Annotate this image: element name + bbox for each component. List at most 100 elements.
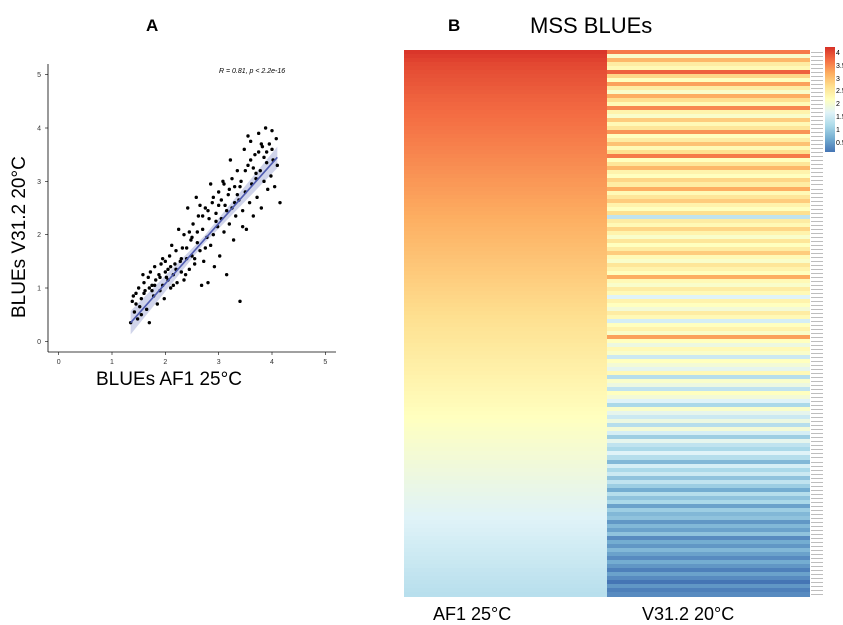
row-label-mark <box>811 56 823 58</box>
heatmap-row <box>404 523 810 529</box>
row-label-mark <box>811 413 823 415</box>
row-label-mark <box>811 365 823 367</box>
heatmap-cell-v31 <box>607 351 810 356</box>
fit-line <box>130 156 278 324</box>
heatmap-row <box>404 218 810 224</box>
data-point <box>148 270 153 274</box>
data-point <box>231 238 236 242</box>
heatmap-row <box>404 54 810 59</box>
heatmap-row <box>404 571 810 577</box>
heatmap-cell-af1 <box>404 391 607 396</box>
heatmap-row <box>404 355 810 360</box>
y-tick-label: 5 <box>37 72 41 79</box>
heatmap-cell-v31 <box>607 371 810 376</box>
legend-tick-label: 2.5 <box>836 88 843 96</box>
heatmap-cell-v31 <box>607 118 810 123</box>
data-point <box>163 270 168 274</box>
legend-tick-label: 3.5 <box>836 62 843 70</box>
data-point <box>175 280 179 285</box>
heatmap-cell-af1 <box>404 130 607 135</box>
heatmap-cell-v31 <box>607 407 810 412</box>
data-point <box>147 320 152 325</box>
heatmap-cell-v31 <box>607 222 810 228</box>
heatmap-row <box>404 202 810 208</box>
heatmap-cell-v31 <box>607 78 810 83</box>
heatmap-row <box>404 331 810 336</box>
row-label-mark <box>811 272 823 274</box>
heatmap-cell-v31 <box>607 579 810 585</box>
heatmap-cell-v31 <box>607 198 810 204</box>
heatmap-cell-v31 <box>607 94 810 99</box>
row-label-mark <box>811 453 823 455</box>
data-point <box>200 227 205 232</box>
heatmap-row <box>404 318 810 324</box>
heatmap-cell-af1 <box>404 82 607 87</box>
data-point <box>159 262 163 266</box>
row-label-mark <box>811 176 823 178</box>
heatmap-row <box>404 431 810 436</box>
heatmap-row <box>404 535 810 541</box>
heatmap-cell-v31 <box>607 310 810 316</box>
data-point <box>176 227 181 232</box>
row-label-mark <box>811 345 823 347</box>
data-point <box>239 179 243 184</box>
heatmap-cell-v31 <box>607 174 810 180</box>
heatmap-cell-v31 <box>607 563 810 569</box>
row-label-mark <box>811 525 823 527</box>
heatmap-cell-af1 <box>404 66 607 71</box>
row-label-mark <box>811 361 823 363</box>
data-point <box>142 280 146 285</box>
heatmap-row <box>404 122 810 127</box>
data-point <box>253 152 257 157</box>
heatmap-cell-v31 <box>607 395 810 400</box>
heatmap-cell-af1 <box>404 487 607 493</box>
data-point <box>242 147 246 152</box>
heatmap-row <box>404 298 810 304</box>
data-point <box>214 219 218 224</box>
heatmap-cell-v31 <box>607 82 810 87</box>
heatmap-row <box>404 90 810 95</box>
heatmap-cell-v31 <box>607 210 810 216</box>
heatmap-row <box>404 507 810 513</box>
heatmap-row <box>404 335 810 340</box>
heatmap-cell-af1 <box>404 363 607 368</box>
heatmap-row <box>404 314 810 320</box>
heatmap-row <box>404 583 810 589</box>
row-label-mark <box>811 573 823 575</box>
data-point <box>263 126 268 130</box>
heatmap-row <box>404 459 810 465</box>
heatmap-cell-v31 <box>607 503 810 509</box>
heatmap-row <box>404 214 810 220</box>
heatmap-cell-v31 <box>607 150 810 155</box>
data-point <box>167 254 172 258</box>
heatmap-cell-af1 <box>404 242 607 248</box>
row-label-mark <box>811 268 823 270</box>
heatmap-cell-v31 <box>607 302 810 308</box>
heatmap-row <box>404 491 810 497</box>
data-point <box>211 195 216 200</box>
data-point <box>198 203 202 208</box>
heatmap-cell-af1 <box>404 102 607 107</box>
row-label-mark <box>811 212 823 214</box>
heatmap-row <box>404 419 810 424</box>
heatmap-cell-af1 <box>404 475 607 481</box>
heatmap-cell-af1 <box>404 399 607 404</box>
data-point <box>187 230 192 234</box>
heatmap-cell-af1 <box>404 126 607 131</box>
data-point <box>235 168 240 173</box>
data-point <box>155 302 160 306</box>
row-label-mark <box>811 72 823 74</box>
heatmap-cell-af1 <box>404 54 607 59</box>
heatmap-row <box>404 351 810 356</box>
data-point <box>254 171 258 176</box>
data-point <box>234 214 238 218</box>
data-point <box>235 192 240 197</box>
heatmap-cell-af1 <box>404 375 607 380</box>
heatmap-cell-af1 <box>404 122 607 127</box>
heatmap-cell-af1 <box>404 50 607 55</box>
heatmap-cell-af1 <box>404 214 607 220</box>
heatmap-cell-v31 <box>607 391 810 396</box>
heatmap-cell-af1 <box>404 314 607 320</box>
heatmap-cell-af1 <box>404 302 607 308</box>
row-label-mark <box>811 76 823 78</box>
